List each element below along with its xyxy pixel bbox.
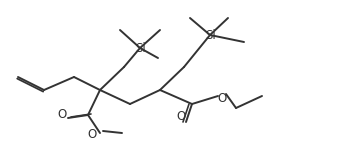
Text: Si: Si — [136, 42, 146, 55]
Text: Si: Si — [206, 28, 216, 42]
Text: O: O — [217, 91, 227, 104]
Text: O: O — [57, 109, 67, 122]
Text: O: O — [87, 128, 97, 142]
Text: O: O — [176, 110, 186, 123]
